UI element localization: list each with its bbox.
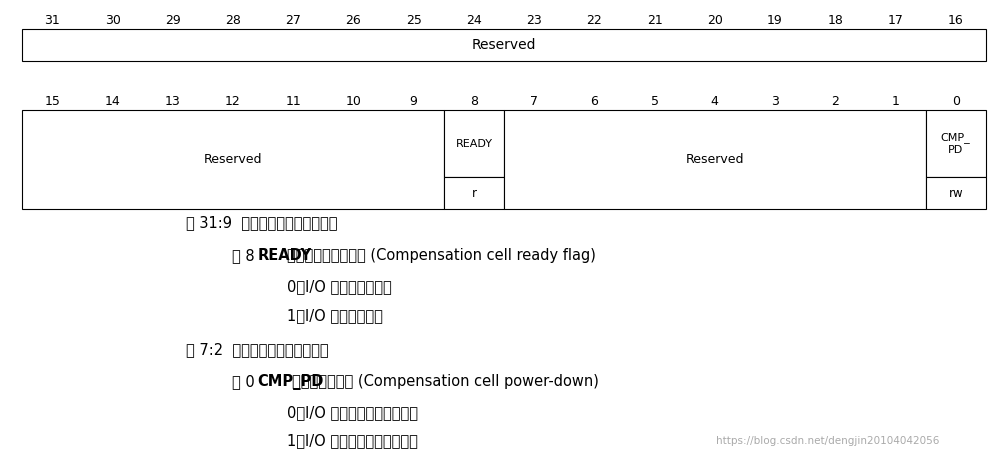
- Text: CMP_PD: CMP_PD: [257, 374, 324, 390]
- Text: 1：I/O 补偿单元上电（使能）: 1：I/O 补偿单元上电（使能）: [287, 433, 418, 449]
- Text: 0：I/O 补偿单元未就绪: 0：I/O 补偿单元未就绪: [287, 279, 392, 294]
- Text: 15: 15: [44, 95, 60, 107]
- Text: 19: 19: [767, 14, 783, 26]
- Text: Reserved: Reserved: [204, 153, 262, 166]
- Text: 25: 25: [406, 14, 421, 26]
- Text: 27: 27: [285, 14, 301, 26]
- Text: 30: 30: [105, 14, 120, 26]
- Text: rw: rw: [949, 187, 963, 199]
- Text: 24: 24: [466, 14, 482, 26]
- Text: ：补偿单元就绪标志 (Compensation cell ready flag): ：补偿单元就绪标志 (Compensation cell ready flag): [286, 248, 596, 264]
- Text: 17: 17: [888, 14, 903, 26]
- Text: CMP_
PD: CMP_ PD: [940, 132, 971, 155]
- Bar: [22, 29, 986, 61]
- Text: 5: 5: [650, 95, 658, 107]
- Bar: [925, 110, 986, 177]
- Text: 20: 20: [707, 14, 723, 26]
- Text: 18: 18: [828, 14, 843, 26]
- Text: Reserved: Reserved: [472, 38, 536, 52]
- Text: 位 7:2  保留，必须保持复位值。: 位 7:2 保留，必须保持复位值。: [186, 342, 329, 357]
- Text: 0: 0: [952, 95, 960, 107]
- Text: 位 8: 位 8: [232, 248, 264, 264]
- Text: 11: 11: [285, 95, 301, 107]
- Text: 13: 13: [165, 95, 180, 107]
- Bar: [444, 177, 504, 209]
- Text: 0：I/O 补偿单元掉电（关闭）: 0：I/O 补偿单元掉电（关闭）: [287, 405, 418, 420]
- Text: 位 0: 位 0: [232, 374, 264, 389]
- Text: 2: 2: [832, 95, 840, 107]
- Text: 8: 8: [470, 95, 478, 107]
- Text: READY: READY: [257, 248, 311, 264]
- Text: https://blog.csdn.net/dengjin20104042056: https://blog.csdn.net/dengjin20104042056: [716, 436, 939, 446]
- Bar: [504, 110, 925, 209]
- Text: 23: 23: [526, 14, 542, 26]
- Text: 10: 10: [346, 95, 361, 107]
- Text: 26: 26: [346, 14, 361, 26]
- Text: 22: 22: [587, 14, 602, 26]
- Text: 31: 31: [44, 14, 60, 26]
- Text: 1：I/O 补偿单元就绪: 1：I/O 补偿单元就绪: [287, 308, 383, 323]
- Text: 29: 29: [165, 14, 180, 26]
- Text: r: r: [472, 187, 477, 199]
- Text: 28: 28: [225, 14, 241, 26]
- Text: 14: 14: [105, 95, 120, 107]
- Text: 21: 21: [647, 14, 662, 26]
- Text: ：补偿单元掉电 (Compensation cell power-down): ：补偿单元掉电 (Compensation cell power-down): [292, 374, 600, 389]
- Bar: [22, 110, 444, 209]
- Text: 1: 1: [891, 95, 899, 107]
- Text: 7: 7: [530, 95, 538, 107]
- Text: 3: 3: [771, 95, 779, 107]
- Text: 6: 6: [591, 95, 599, 107]
- Text: READY: READY: [456, 139, 492, 149]
- Text: 9: 9: [409, 95, 417, 107]
- Text: 16: 16: [948, 14, 964, 26]
- Text: Reserved: Reserved: [685, 153, 744, 166]
- Text: 4: 4: [711, 95, 719, 107]
- Bar: [925, 177, 986, 209]
- Text: 位 31:9  保留，必须保持复位值。: 位 31:9 保留，必须保持复位值。: [186, 215, 338, 230]
- Text: 12: 12: [225, 95, 241, 107]
- Bar: [444, 110, 504, 177]
